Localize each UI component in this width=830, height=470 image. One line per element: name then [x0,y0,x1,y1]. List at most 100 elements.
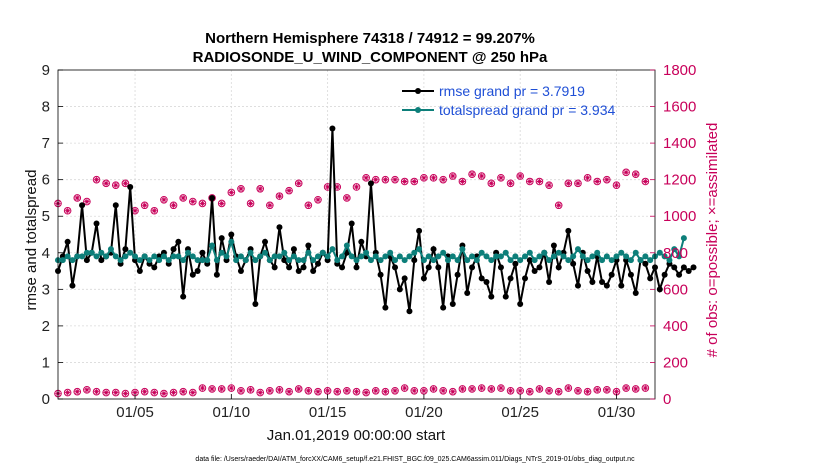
rmse-point [454,271,461,278]
totalspread-point [632,249,639,256]
totalspread-point [536,253,543,260]
totalspread-point [348,253,355,260]
obs-possible-marker [448,172,457,180]
obs-assimilated-marker [93,177,100,183]
totalspread-point [180,257,187,264]
obs-possible-marker [111,388,120,397]
obs-possible-marker [208,385,216,393]
rmse-point [209,194,216,201]
rmse-point [502,293,509,300]
rmse-point [420,275,427,282]
obs-assimilated-marker [392,177,398,183]
totalspread-point [603,253,610,260]
obs-possible-marker [583,387,592,396]
rmse-point [676,271,683,278]
totalspread-point [613,253,620,260]
rmse-point [671,264,678,271]
rmse-point [656,286,663,293]
totalspread-point [262,249,269,256]
totalspread-point [334,257,341,264]
obs-assimilated-marker [267,202,273,208]
obs-possible-marker [362,174,370,182]
obs-assimilated-marker [594,387,600,393]
rmse-point [170,246,177,253]
obs-possible-marker [275,386,284,394]
rmse-point [189,271,196,278]
totalspread-point [469,253,476,260]
rmse-point [449,300,456,307]
obs-assimilated-marker [498,175,504,181]
obs-assimilated-marker [74,195,80,201]
totalspread-point [478,249,485,256]
rmse-point [584,268,591,275]
series-layer [55,125,697,315]
obs-assimilated-marker [469,171,475,177]
obs-possible-marker [381,387,390,396]
obs-assimilated-marker [122,390,129,397]
rmse-point [647,275,654,282]
rmse-point [290,246,297,253]
totalspread-point [141,253,148,260]
rmse-point [401,275,408,282]
totalspread-point [74,253,81,260]
totalspread-point [363,249,370,256]
totalspread-point [367,257,374,264]
rmse-point [555,264,562,271]
totalspread-point [69,257,76,264]
obs-assimilated-marker [479,173,485,179]
obs-possible-marker [622,168,630,177]
obs-assimilated-marker [402,385,408,391]
rmse-point [411,257,418,264]
rmse-point [127,183,134,190]
rmse-point [517,300,524,307]
obs-assimilated-marker [161,197,167,203]
rmse-point [416,227,423,234]
obs-assimilated-marker [353,389,360,395]
obs-possible-marker [121,179,130,188]
obs-assimilated-marker [65,390,71,396]
totalspread-point [584,257,591,264]
obs-assimilated-marker [315,389,321,395]
totalspread-point [676,253,683,260]
legend-rmse-marker [415,88,421,94]
totalspread-point [382,253,389,260]
obs-possible-marker [333,387,342,396]
obs-possible-marker [410,386,419,395]
obs-assimilated-marker [527,389,533,395]
obs-possible-marker [189,197,197,206]
obs-assimilated-marker [536,386,543,392]
obs-possible-marker [73,387,82,396]
totalspread-point [430,257,437,264]
obs-possible-marker [111,181,120,189]
legend-spread-marker [415,107,421,113]
totalspread-point [541,249,548,256]
y-tick-label: 8 [42,99,50,116]
totalspread-point [517,257,524,264]
obs-possible-marker [468,170,476,178]
y2-tick-label: 200 [663,354,688,371]
obs-assimilated-marker [296,180,302,186]
obs-possible-marker [256,185,265,193]
totalspread-point [512,253,519,260]
totalspread-point [314,253,321,260]
obs-possible-marker [83,386,91,394]
obs-possible-marker [526,387,534,396]
totalspread-point [416,246,423,253]
obs-possible-marker [391,386,399,395]
obs-assimilated-marker [507,180,514,186]
obs-assimilated-marker [556,389,562,395]
obs-possible-marker [198,199,207,208]
obs-assimilated-marker [642,385,648,391]
rmse-point [603,282,610,289]
totalspread-point [103,253,110,260]
rmse-point [237,268,244,275]
totalspread-point [387,249,394,256]
obs-possible-marker [554,387,563,396]
rmse-point [661,271,668,278]
totalspread-point [440,249,447,256]
obs-assimilated-marker [325,388,331,394]
rmse-point [151,264,158,271]
rmse-point [286,264,293,271]
obs-assimilated-marker [363,175,369,181]
totalspread-point [295,257,302,264]
